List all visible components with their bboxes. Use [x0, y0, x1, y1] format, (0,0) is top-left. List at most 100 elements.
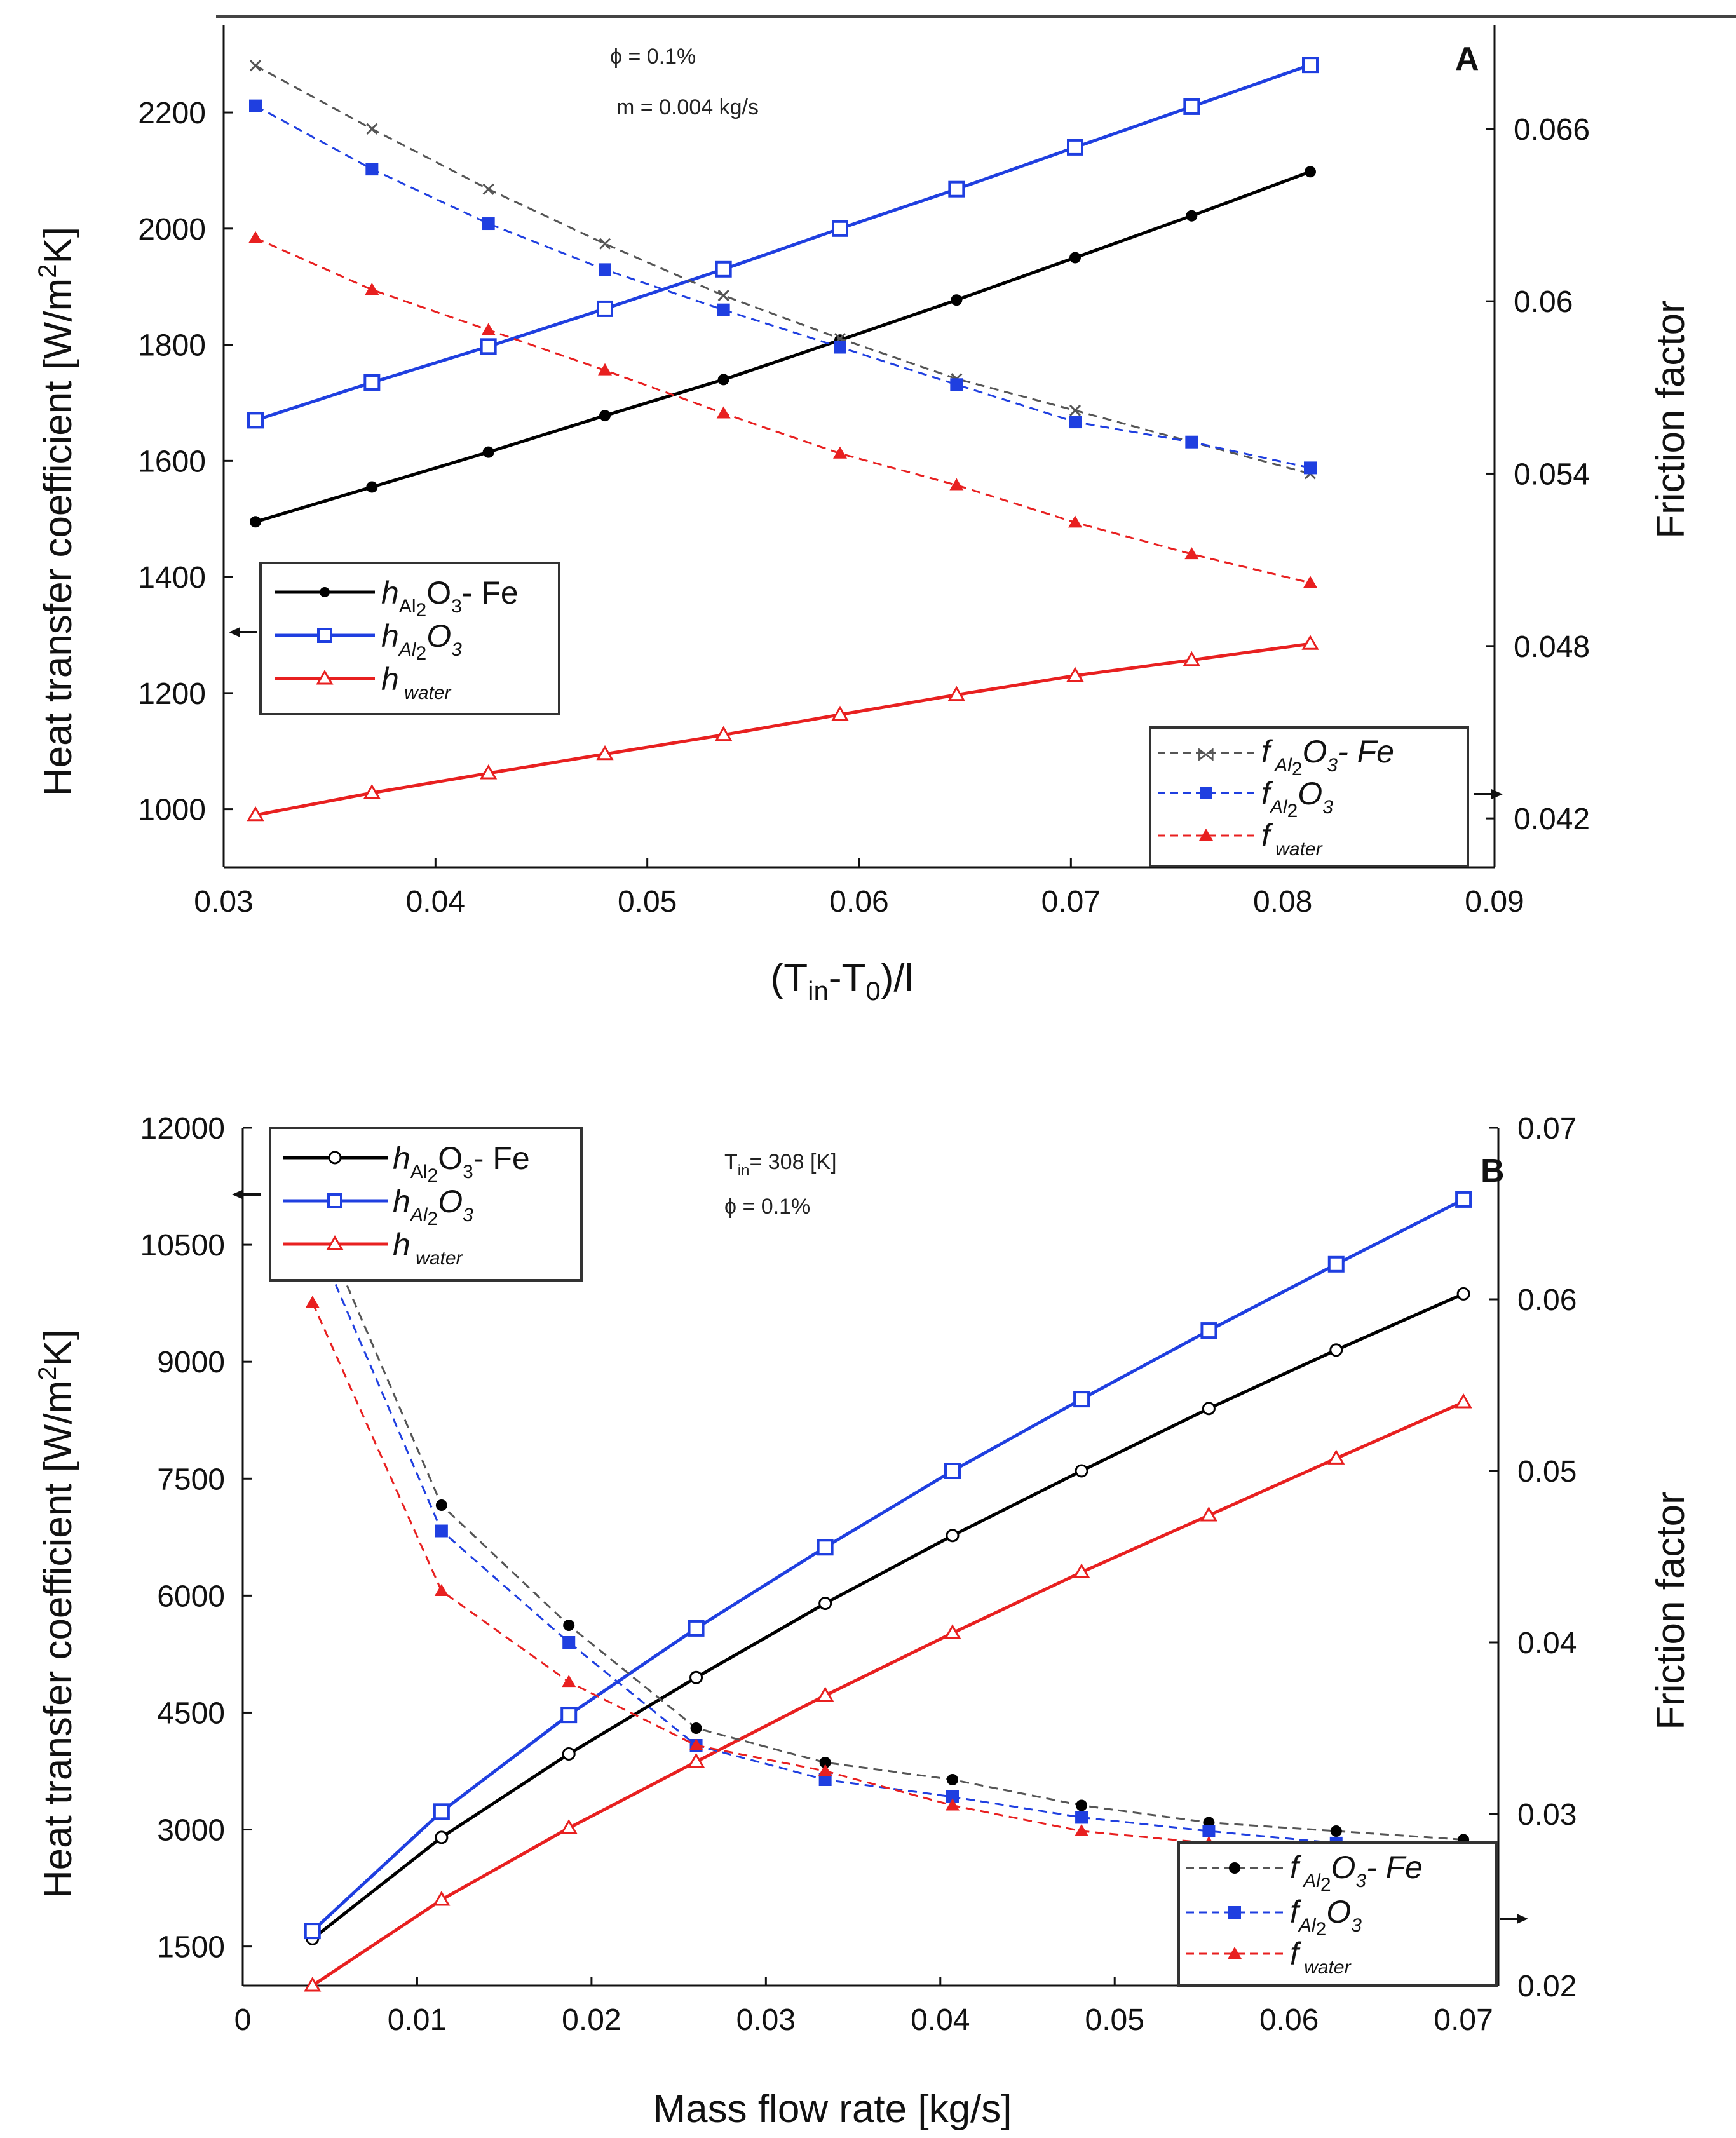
x-tick-label-0-06: 0.06	[1259, 2003, 1319, 2037]
data-point-h-al2o3-4	[817, 1539, 834, 1556]
y-tick-label-4500: 4500	[157, 1696, 225, 1730]
data-point-f-al2o3-7	[1069, 416, 1082, 429]
data-point-f-water-6	[1075, 1824, 1089, 1836]
data-point-h-water-6	[1073, 1563, 1090, 1579]
x-tick-label-0-01: 0.01	[388, 2003, 447, 2037]
x-tick-label-0-05: 0.05	[618, 885, 677, 919]
series-line-h-al2o3	[255, 63, 1311, 422]
data-point-f-water-3	[689, 1738, 703, 1750]
data-point-h-water-8	[1183, 651, 1200, 666]
svg-text:hAl2O3: hAl2O3	[381, 618, 462, 664]
data-point-h-water-2	[480, 764, 498, 780]
y2-tick-label-0-05: 0.05	[1517, 1455, 1577, 1489]
series-line-h-water	[255, 642, 1311, 817]
x-tick-label-0-04: 0.04	[911, 2003, 970, 2037]
data-point-h-al2o3-fe-2	[562, 1747, 576, 1761]
series-line-h-al2o3	[311, 1198, 1465, 1932]
annotation-phi-b: ϕ = 0.1%	[724, 1194, 810, 1219]
legend-left-a: hAl2O3- Fe hAl2O3 h water	[259, 562, 560, 715]
data-point-h-water-7	[1200, 1506, 1218, 1522]
right-axis-pointer-arrow-a	[1474, 789, 1503, 799]
data-point-h-water-6	[947, 686, 965, 701]
legend-right-a: ⋈ f Al2O3- Fe fAl2O3 f water	[1149, 726, 1469, 867]
x-tick-label-0-06: 0.06	[829, 885, 888, 919]
svg-text:h water: h water	[381, 661, 452, 703]
data-point-h-al2o3-fe-3	[599, 410, 611, 422]
data-point-f-water-5	[945, 1798, 960, 1811]
data-point-h-al2o3-fe-6	[1075, 1464, 1088, 1478]
data-point-h-al2o3-fe-4	[717, 374, 729, 386]
data-point-f-water-5	[833, 446, 847, 459]
data-point-h-al2o3-2	[480, 338, 497, 355]
data-point-h-water-9	[1301, 635, 1319, 650]
data-point-f-water-9	[1303, 576, 1317, 588]
y2-tick-label-0-066: 0.066	[1514, 113, 1590, 147]
left-axis-pointer-arrow-a	[229, 627, 257, 637]
y-tick-label-12000: 12000	[140, 1112, 225, 1146]
y-tick-label-3000: 3000	[157, 1814, 225, 1848]
data-point-h-water-2	[560, 1819, 578, 1834]
y-tick-label-10500: 10500	[140, 1229, 225, 1262]
y-tick-label-1200: 1200	[138, 677, 206, 711]
legend-item-h-water-b: h water	[283, 1227, 463, 1269]
panel-b: 0 0.01 0.02 0.03 0.04 0.05 0.06 0.07 1500 3000 450…	[34, 1112, 1693, 2131]
data-point-f-al2o3-fe-1	[366, 123, 378, 135]
legend-item-f-al2o3-fe: ⋈ f Al2O3- Fe	[1158, 734, 1394, 780]
data-point-h-al2o3-fe-7	[1202, 1402, 1216, 1416]
y-tick-label-1500: 1500	[157, 1931, 225, 1965]
data-point-h-al2o3-6	[1073, 1391, 1090, 1408]
data-point-h-water-4	[817, 1686, 834, 1702]
data-point-f-al2o3-7	[1202, 1825, 1216, 1837]
series-line-f-al2o3-fe	[255, 64, 1311, 475]
data-point-h-al2o3-0	[304, 1923, 321, 1940]
y-axis-title-a: Heat transfer coefficient [W/m2K]	[34, 227, 80, 796]
data-point-f-al2o3-6	[1075, 1811, 1088, 1824]
legend-item-h-al2o3-fe-b: hAl2O3- Fe	[283, 1140, 530, 1186]
legend-item-f-al2o3-b: fAl2O3	[1186, 1894, 1362, 1940]
data-point-h-al2o3-1	[363, 374, 381, 391]
data-point-h-al2o3-fe-9	[1456, 1287, 1470, 1301]
series-line-h-al2o3-fe	[255, 170, 1311, 524]
data-point-h-al2o3-2	[560, 1707, 578, 1724]
data-point-f-al2o3-fe-7	[1069, 404, 1082, 417]
data-point-h-water-9	[1455, 1393, 1472, 1409]
data-point-f-al2o3-fe-5	[946, 1774, 958, 1785]
legend-left-b: hAl2O3- Fe hAl2O3 h water	[269, 1127, 583, 1282]
x-tick-label-0-03: 0.03	[194, 885, 253, 919]
data-point-h-al2o3-fe-1	[366, 481, 378, 493]
y2-tick-label-0-03: 0.03	[1517, 1798, 1577, 1832]
data-point-f-water-4	[818, 1764, 832, 1776]
x-tick-label-0-02: 0.02	[562, 2003, 621, 2037]
y-tick-label-7500: 7500	[157, 1463, 225, 1496]
data-point-h-al2o3-9	[1302, 57, 1319, 74]
data-point-f-al2o3-5	[946, 1790, 959, 1803]
data-point-h-water-0	[304, 1977, 322, 1992]
x-tick-label-0: 0	[234, 2003, 252, 2037]
y2-tick-label-0-042: 0.042	[1514, 802, 1590, 836]
y2-tick-label-0-06: 0.06	[1514, 285, 1573, 319]
data-point-f-al2o3-fe-2	[482, 183, 494, 195]
annotation-mass-flow: m = 0.004 kg/s	[616, 95, 759, 119]
x-tick-label-0-07: 0.07	[1434, 2003, 1493, 2037]
data-point-h-al2o3-fe-9	[1305, 166, 1316, 178]
series-line-f-water	[255, 237, 1311, 584]
svg-text:h water: h water	[393, 1227, 463, 1269]
legend-right-b: f Al2O3- Fe fAl2O3 f water	[1177, 1841, 1498, 1987]
x-tick-label-0-07: 0.07	[1041, 885, 1101, 919]
data-point-f-al2o3-fe-1	[435, 1499, 447, 1511]
x-tick-label-0-05: 0.05	[1085, 2003, 1144, 2037]
data-point-h-water-1	[433, 1891, 451, 1906]
y-tick-label-1400: 1400	[138, 561, 206, 595]
y2-axis-title-a: Friction factor	[1649, 300, 1693, 539]
data-point-h-al2o3-fe-7	[1069, 252, 1081, 264]
series-line-h-water	[311, 1400, 1465, 1987]
data-point-h-al2o3-7	[1200, 1322, 1217, 1339]
data-point-f-al2o3-6	[950, 378, 963, 391]
y2-tick-label-0-02: 0.02	[1517, 1970, 1577, 2003]
data-point-h-al2o3-fe-8	[1329, 1343, 1343, 1357]
y-tick-label-1000: 1000	[138, 794, 206, 827]
data-point-h-al2o3-8	[1327, 1255, 1345, 1273]
y2-tick-label-0-054: 0.054	[1514, 457, 1590, 491]
data-point-f-al2o3-1	[435, 1524, 448, 1538]
